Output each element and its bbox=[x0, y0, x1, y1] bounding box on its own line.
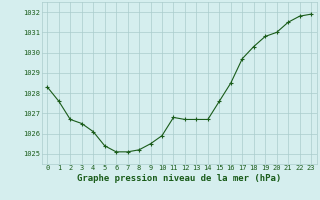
X-axis label: Graphe pression niveau de la mer (hPa): Graphe pression niveau de la mer (hPa) bbox=[77, 174, 281, 183]
